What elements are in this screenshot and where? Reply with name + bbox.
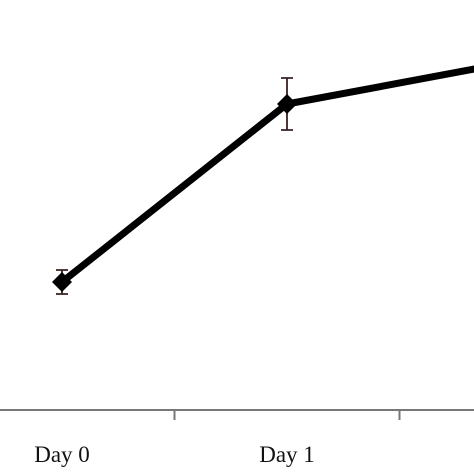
x-tick-label: Day 0 bbox=[34, 442, 90, 467]
data-line bbox=[59, 65, 474, 285]
x-tick-label: Day 1 bbox=[259, 442, 315, 467]
marker bbox=[277, 94, 297, 114]
marker bbox=[52, 272, 72, 292]
